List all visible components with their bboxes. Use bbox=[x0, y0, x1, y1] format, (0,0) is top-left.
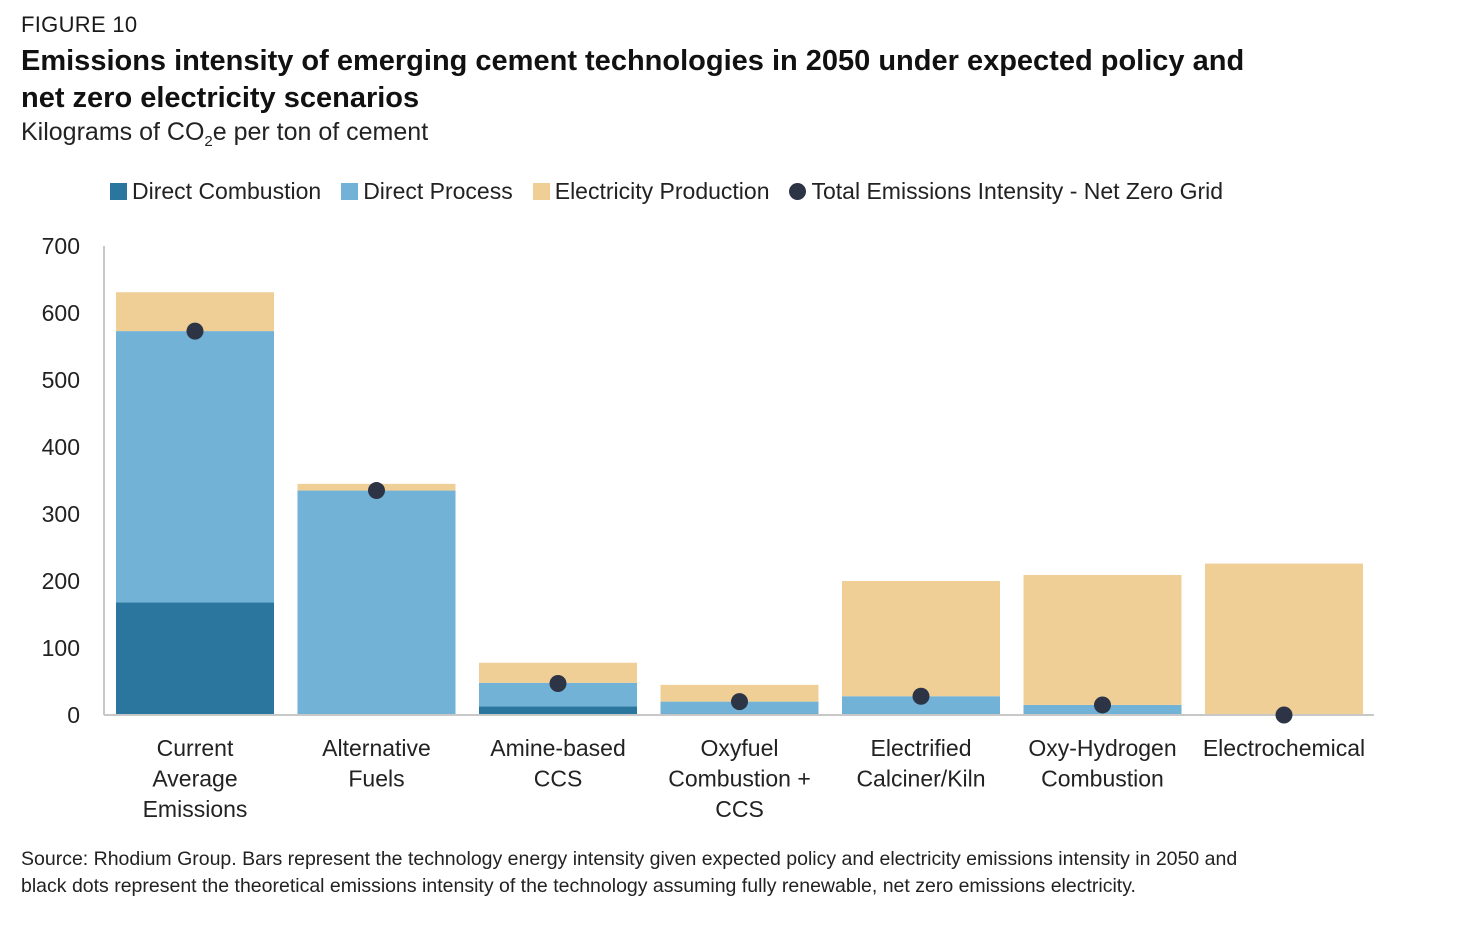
y-tick-label: 700 bbox=[42, 233, 80, 259]
bar-direct-process bbox=[479, 682, 637, 707]
bar-electricity-production bbox=[842, 581, 1000, 697]
bar-electricity-production bbox=[1205, 563, 1363, 715]
x-tick-label: Oxyfuel bbox=[701, 735, 779, 761]
y-tick-label: 300 bbox=[42, 501, 80, 527]
bar-electricity-production bbox=[1023, 574, 1182, 705]
legend-label-direct-combustion: Direct Combustion bbox=[132, 177, 322, 204]
legend-item-electricity-production: Electricity Production bbox=[532, 177, 770, 205]
x-tick-label: CCS bbox=[534, 766, 583, 792]
legend: Direct Combustion Direct Process Electri… bbox=[110, 174, 1243, 208]
x-tick-label: Average bbox=[152, 766, 237, 792]
bar-direct-process bbox=[297, 490, 456, 715]
source-note: Source: Rhodium Group. Bars represent th… bbox=[21, 848, 1238, 897]
y-tick-label: 200 bbox=[42, 568, 80, 594]
legend-item-direct-process: Direct Process bbox=[341, 178, 513, 205]
legend-swatch-direct-process bbox=[341, 182, 359, 200]
x-tick-label: Electrochemical bbox=[1203, 735, 1365, 761]
legend-label-electricity-production: Electricity Production bbox=[554, 177, 770, 204]
x-tick-label: Oxy-Hydrogen bbox=[1028, 735, 1176, 761]
y-tick-label: 100 bbox=[42, 635, 80, 661]
legend-label-direct-process: Direct Process bbox=[363, 177, 513, 204]
chart-subtitle: Kilograms of CO2e per ton of cement bbox=[21, 118, 428, 150]
x-tick-label: Combustion + bbox=[668, 766, 811, 792]
legend-item-direct-combustion: Direct Combustion bbox=[110, 178, 321, 205]
net-zero-marker bbox=[1275, 706, 1293, 724]
x-tick-label: Combustion bbox=[1041, 766, 1164, 792]
x-tick-label: Emissions bbox=[143, 796, 248, 822]
x-tick-label: Current bbox=[157, 735, 234, 761]
net-zero-marker bbox=[186, 322, 204, 340]
bar-direct-combustion bbox=[479, 706, 637, 715]
x-tick-label: CCS bbox=[715, 796, 764, 822]
y-tick-label: 500 bbox=[42, 367, 80, 393]
subtitle-subscript: 2 bbox=[204, 133, 213, 150]
net-zero-marker bbox=[549, 675, 567, 693]
chart-title: Emissions intensity of emerging cement t… bbox=[21, 45, 1245, 114]
bar-direct-combustion bbox=[116, 602, 274, 715]
net-zero-marker bbox=[368, 482, 385, 500]
x-tick-label: Calciner/Kiln bbox=[856, 766, 985, 792]
net-zero-marker bbox=[912, 687, 930, 705]
y-tick-label: 600 bbox=[42, 300, 80, 326]
y-tick-label: 400 bbox=[42, 434, 80, 460]
bar-direct-process bbox=[842, 696, 1000, 715]
x-tick-label: Electrified bbox=[871, 735, 972, 761]
legend-swatch-electricity-production bbox=[532, 182, 550, 200]
x-tick-label: Amine-based bbox=[490, 735, 626, 761]
x-tick-label: Alternative bbox=[322, 735, 431, 761]
net-zero-marker bbox=[1094, 696, 1111, 714]
x-tick-label: Fuels bbox=[348, 766, 404, 792]
subtitle-prefix: Kilograms of CO bbox=[21, 118, 205, 146]
figure-label: FIGURE 10 bbox=[21, 12, 138, 37]
legend-label-net-zero-total: Total Emissions Intensity - Net Zero Gri… bbox=[811, 177, 1224, 204]
legend-dot-net-zero-total bbox=[789, 182, 807, 200]
subtitle-suffix: e per ton of cement bbox=[212, 118, 429, 146]
bar-direct-process bbox=[116, 331, 274, 603]
legend-item-net-zero-total: Total Emissions Intensity - Net Zero Gri… bbox=[789, 178, 1223, 205]
y-tick-label: 0 bbox=[67, 702, 80, 728]
legend-swatch-direct-combustion bbox=[110, 182, 127, 200]
net-zero-marker bbox=[731, 693, 748, 711]
bar-electricity-production bbox=[479, 662, 637, 683]
